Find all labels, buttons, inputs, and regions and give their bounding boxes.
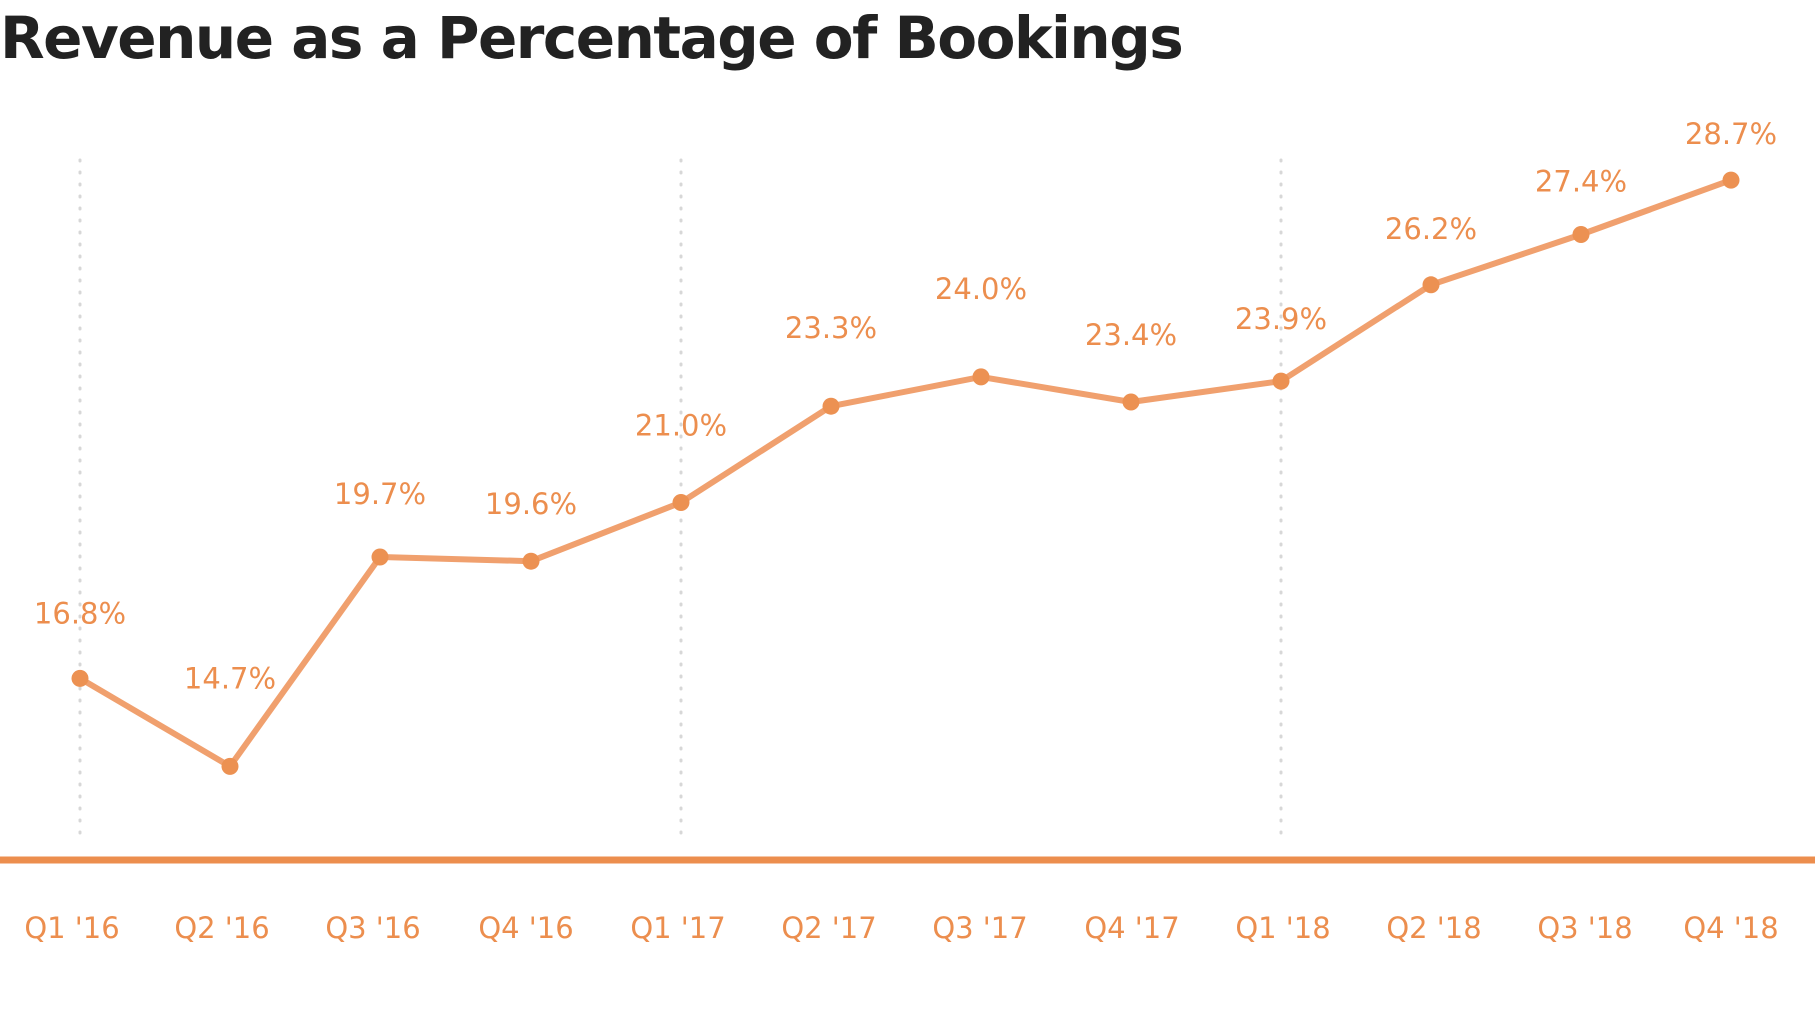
data-point [1272, 372, 1290, 390]
data-point [71, 669, 89, 687]
data-label: 26.2% [1385, 212, 1477, 246]
chart-title: Revenue as a Percentage of Bookings [0, 4, 1184, 72]
x-tick-label: Q1 '18 [1235, 911, 1330, 945]
series-layer [71, 171, 1740, 775]
data-point [522, 552, 540, 570]
data-label: 19.6% [485, 487, 577, 521]
data-label: 19.7% [334, 477, 426, 511]
data-label: 23.3% [785, 311, 877, 345]
data-label: 14.7% [184, 661, 276, 695]
data-label: 23.9% [1235, 302, 1327, 336]
data-point [822, 397, 840, 415]
data-labels: 16.8% 14.7% 19.7% 19.6% 21.0% 23.3% 24.0% 23.4%… [34, 117, 1777, 695]
data-point [371, 548, 389, 566]
x-tick-label: Q4 '18 [1683, 911, 1778, 945]
data-label: 24.0% [935, 272, 1027, 306]
data-point [1572, 226, 1590, 243]
data-point [1722, 171, 1740, 189]
series-line [77, 177, 1734, 770]
x-tick-label: Q3 '17 [932, 911, 1027, 945]
x-tick-label: Q2 '18 [1386, 911, 1481, 945]
x-tick-label: Q4 '16 [478, 911, 573, 945]
data-point [972, 368, 990, 386]
data-label: 23.4% [1085, 318, 1177, 352]
data-label: 28.7% [1685, 117, 1777, 151]
data-point [221, 757, 239, 775]
x-tick-label: Q1 '16 [24, 911, 119, 945]
data-point [1422, 276, 1440, 294]
x-tick-label: Q2 '16 [174, 911, 269, 945]
data-point [672, 494, 690, 511]
x-tick-label: Q3 '18 [1537, 911, 1632, 945]
x-tick-label: Q4 '17 [1084, 911, 1179, 945]
data-label: 16.8% [34, 596, 126, 630]
x-tick-label: Q1 '17 [630, 911, 725, 945]
data-label: 27.4% [1535, 165, 1627, 199]
x-axis: Q1 '16 Q2 '16 Q3 '16 Q4 '16 Q1 '17 Q2 '17 Q3 '… [0, 856, 1815, 945]
x-tick-label: Q2 '17 [781, 911, 876, 945]
data-point [1122, 393, 1140, 411]
data-label: 21.0% [635, 409, 727, 443]
x-tick-label: Q3 '16 [325, 911, 420, 945]
